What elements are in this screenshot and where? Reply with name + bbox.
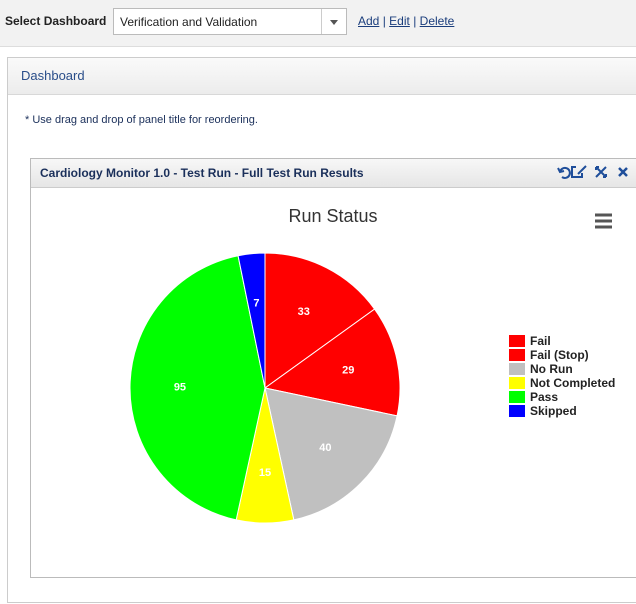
panel-icons [557,165,628,179]
panel-header[interactable]: Cardiology Monitor 1.0 - Test Run - Full… [31,159,636,188]
close-icon[interactable] [618,167,628,177]
separator: | [382,14,386,28]
pie-slice [264,387,398,521]
chart-panel: Cardiology Monitor 1.0 - Test Run - Full… [30,158,636,578]
legend-label: No Run [530,362,573,376]
data-label: 29 [342,364,354,376]
legend-swatch [509,405,525,417]
legend-label: Fail [530,334,551,348]
edit-icon[interactable] [571,165,587,178]
selected-value: Verification and Validation [120,15,258,29]
maximize-icon[interactable] [595,166,607,178]
pie-slice [129,255,266,521]
legend-label: Fail (Stop) [530,348,589,362]
legend-swatch [509,363,525,375]
legend-swatch [509,391,525,403]
dashboard-header: Dashboard [8,58,636,95]
panel-title: Cardiology Monitor 1.0 - Test Run - Full… [40,166,364,180]
data-label: 40 [319,442,331,454]
legend-swatch [509,335,525,347]
legend-swatch [509,349,525,361]
legend-swatch [509,377,525,389]
dashboard-panel: Dashboard [7,57,636,603]
pie-slice [264,252,376,389]
data-label: 7 [253,297,259,309]
data-label: 95 [174,381,186,393]
edit-link[interactable]: Edit [389,14,410,28]
separator: | [413,14,417,28]
add-link[interactable]: Add [358,14,380,28]
pie-slice [237,252,266,389]
delete-link[interactable]: Delete [419,14,455,28]
links: Add | Edit | Delete [358,14,454,28]
refresh-icon[interactable] [557,166,571,179]
dropdown-arrow[interactable] [321,9,346,34]
dashboard-title: Dashboard [21,68,85,83]
select-label: Select Dashboard [5,14,107,28]
dashboard-select[interactable]: Verification and Validation [113,8,347,35]
menu-icon[interactable] [595,213,612,229]
data-label: 33 [298,306,310,318]
chart-title: Run Status [288,206,377,226]
pie-slice [263,308,401,417]
legend-label: Not Completed [530,376,615,390]
data-label: 15 [259,467,271,479]
legend-label: Pass [530,390,558,404]
legend-label: Skipped [530,404,577,418]
note: * Use drag and drop of panel title for r… [25,114,258,126]
toolbar: Select Dashboard Verification and Valida… [0,0,636,47]
